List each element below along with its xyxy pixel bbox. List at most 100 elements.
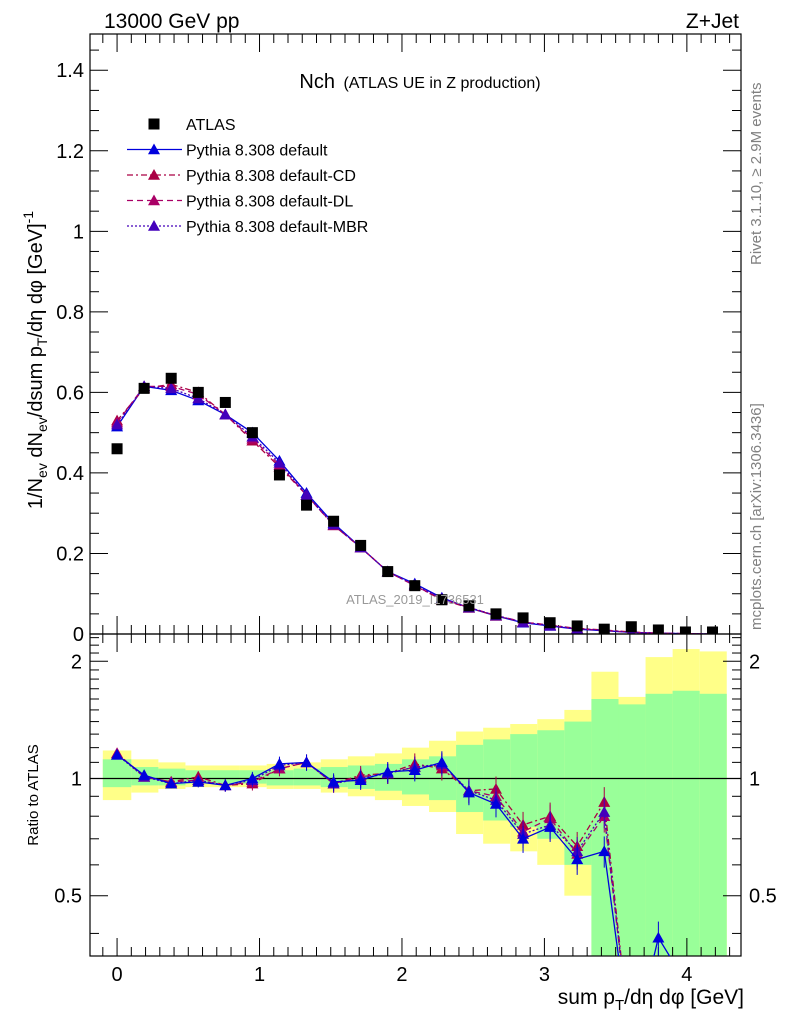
analysis-watermark: ATLAS_2019_I1736531 <box>346 592 484 607</box>
legend-label-dl: Pythia 8.308 default-DL <box>186 194 353 211</box>
atlas-data-point <box>652 624 664 634</box>
ratio-point-default <box>381 765 394 777</box>
top-y-tick-label: 0.4 <box>56 463 84 485</box>
rivet-version-label: Rivet 3.1.10, ≥ 2.9M events <box>748 83 765 266</box>
atlas-data-point <box>138 382 150 394</box>
ratio-point-default <box>111 748 124 760</box>
x-tick-label: 3 <box>539 964 550 986</box>
ratio-y-tick-label: 0.5 <box>54 886 82 908</box>
x-tick-label: 1 <box>254 964 265 986</box>
atlas-data-point <box>273 469 285 481</box>
atlas-data-point <box>544 617 556 629</box>
mcplots-source-label: mcplots.cern.ch [arXiv:1306.3436] <box>748 403 765 630</box>
ratio-band-inner <box>564 721 592 865</box>
ratio-y-axis-label: Ratio to ATLAS <box>25 744 42 845</box>
top-y-tick-label: 0.2 <box>56 543 84 565</box>
legend-marker-default <box>148 143 160 155</box>
ratio-point-default <box>544 821 557 832</box>
ratio-band-inner <box>102 759 132 788</box>
ratio-point-default <box>165 777 178 789</box>
legend: ATLAS Pythia 8.308 default Pythia 8.308 de… <box>127 117 368 236</box>
energy-label: 13000 GeV pp <box>104 10 239 33</box>
ratio-band-inner <box>266 770 294 786</box>
ratio-point-default <box>354 774 367 785</box>
mc-line-mbr <box>116 385 713 634</box>
ratio-y-tick-label-right: 1 <box>749 768 760 790</box>
ratio-band-inner <box>212 770 240 784</box>
ratio-point-default <box>138 769 151 780</box>
mc-point-mbr <box>273 456 286 468</box>
top-y-tick-label: 1 <box>73 221 84 243</box>
mc-point-mbr <box>219 408 232 420</box>
ratio-frame <box>89 633 742 957</box>
top-y-tick-label: 0.8 <box>56 302 84 324</box>
ratio-point-default <box>435 756 448 768</box>
atlas-data-point <box>219 396 231 408</box>
ratio-point-default <box>517 832 530 844</box>
top-y-tick-label: 1.2 <box>56 141 84 163</box>
top-y-tick-label: 0.6 <box>56 382 84 404</box>
atlas-data-point <box>598 623 610 634</box>
ratio-y-tick-label: 2 <box>71 651 82 673</box>
ratio-band-inner <box>293 768 321 786</box>
ratio-band-inner <box>699 693 727 956</box>
ratio-band-inner <box>591 699 619 956</box>
ratio-y-tick-label-right: 0.5 <box>749 886 777 908</box>
legend-label-cd: Pythia 8.308 default-CD <box>186 168 356 185</box>
mc-point-mbr <box>165 382 178 394</box>
ratio-series-layer <box>111 747 671 956</box>
ratio-point-default <box>408 764 421 776</box>
ratio-point-default <box>462 786 475 798</box>
atlas-data-point <box>246 427 258 439</box>
atlas-data-point <box>301 499 313 511</box>
ratio-point-default <box>300 756 313 768</box>
atlas-data-point <box>517 612 529 624</box>
ratio-band-inner <box>618 704 646 956</box>
legend-marker-mbr <box>148 220 160 231</box>
legend-label-mbr: Pythia 8.308 default-MBR <box>186 219 368 236</box>
atlas-data-point <box>328 515 340 527</box>
ratio-y-tick-label: 1 <box>71 768 82 790</box>
x-tick-label: 2 <box>396 964 407 986</box>
top-y-tick-label: 0 <box>73 624 84 646</box>
atlas-data-point <box>679 626 691 634</box>
atlas-data-point <box>463 600 475 612</box>
legend-label-default: Pythia 8.308 default <box>186 143 328 160</box>
svg-text:1/Nev dNev/dsum pT/dη dφ [GeV: 1/Nev dNev/dsum pT/dη dφ [GeV]-1 <box>20 211 50 509</box>
plot-title-sub: (ATLAS UE in Z production) <box>343 75 540 92</box>
plot-title-main: Nch <box>299 71 335 93</box>
ratio-point-mbr <box>598 806 611 817</box>
ratio-band-inner <box>510 734 538 828</box>
atlas-data-point <box>571 620 583 632</box>
x-axis-label: sum pT/dη dφ [GeV] <box>558 986 744 1014</box>
ratio-band-inner <box>645 693 673 956</box>
top-series-layer <box>111 372 719 634</box>
mc-point-mbr <box>111 418 124 430</box>
atlas-data-point <box>165 372 177 384</box>
ratio-point-default <box>246 772 259 784</box>
ratio-point-default <box>192 775 205 787</box>
atlas-data-point <box>625 621 637 633</box>
ratio-point-default <box>273 757 286 769</box>
ratio-point-default <box>598 845 611 857</box>
legend-label-atlas: ATLAS <box>186 117 236 134</box>
ratio-point-default <box>652 931 665 943</box>
ratio-band-inner <box>672 690 700 956</box>
ratio-point-default <box>219 779 232 791</box>
mc-point-mbr <box>300 489 313 500</box>
atlas-data-point <box>382 566 394 578</box>
top-y-tick-label: 1.4 <box>56 60 84 82</box>
atlas-data-point <box>355 539 367 551</box>
atlas-data-point <box>409 580 421 592</box>
ratio-point-default <box>571 853 584 865</box>
atlas-data-point <box>111 443 123 455</box>
atlas-data-point <box>490 608 502 620</box>
legend-marker-dl <box>148 194 160 206</box>
legend-marker-atlas <box>148 118 160 130</box>
atlas-data-point <box>436 594 448 606</box>
x-tick-label: 4 <box>681 964 692 986</box>
top-y-axis-label: 1/Nev dNev/dsum pT/dη dφ [GeV]-1 <box>20 211 50 509</box>
ratio-point-default <box>327 775 340 787</box>
ratio-uncertainty-bands <box>102 649 727 956</box>
